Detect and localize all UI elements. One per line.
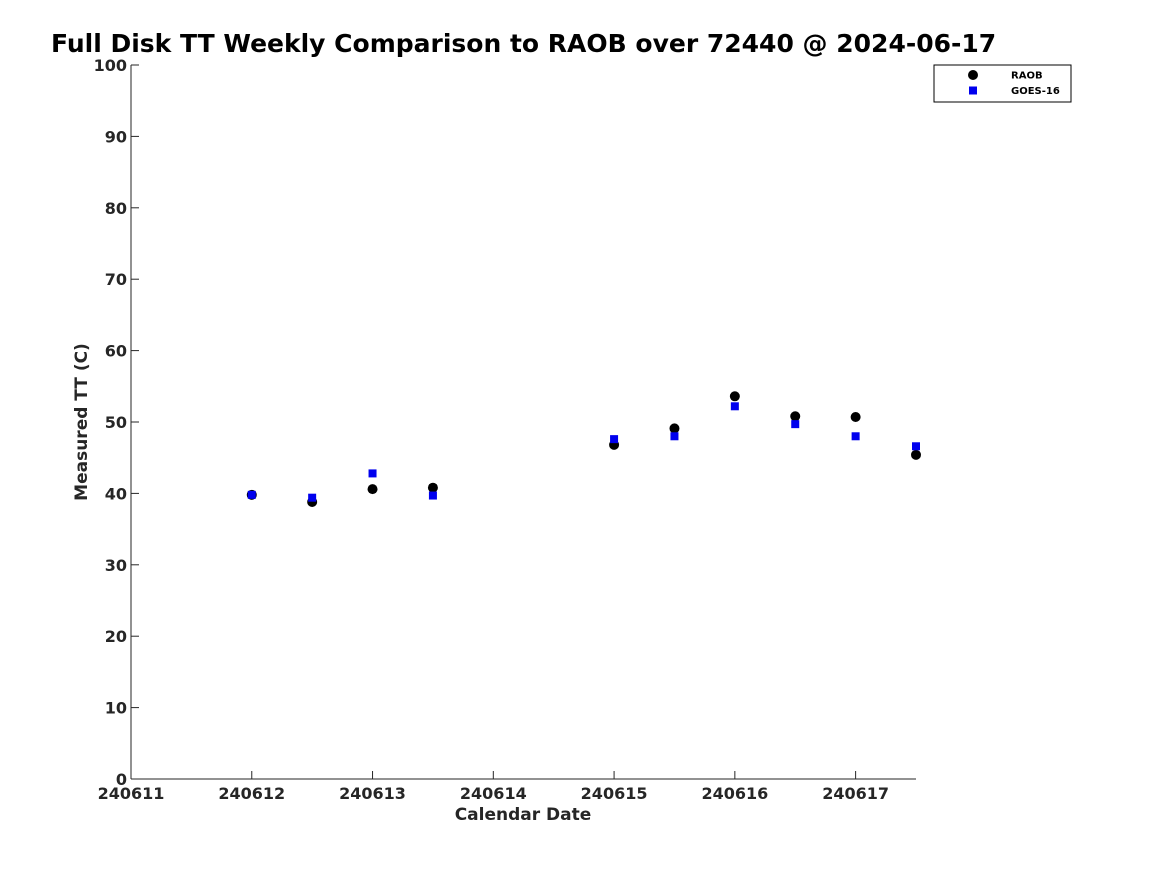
- raob-point: [367, 484, 378, 495]
- y-tick-label: 100: [94, 56, 127, 75]
- goes-16-point: [308, 493, 317, 502]
- chart-title: Full Disk TT Weekly Comparison to RAOB o…: [51, 29, 996, 58]
- goes-16-point: [670, 432, 679, 441]
- y-tick-label: 60: [105, 342, 127, 361]
- y-tick-label: 0: [116, 770, 127, 789]
- y-tick-label: 80: [105, 199, 127, 218]
- goes-16-point: [247, 490, 256, 499]
- series-marks: [246, 391, 921, 507]
- raob-point: [911, 449, 921, 460]
- y-tick-label: 20: [105, 627, 127, 646]
- x-tick-label: 240614: [460, 784, 527, 803]
- y-tick-label: 70: [105, 270, 127, 289]
- legend-entries: RAOB GOES-16: [968, 70, 1060, 97]
- goes-16-point: [730, 402, 739, 411]
- legend-goes-16-label: GOES-16: [1011, 86, 1060, 97]
- goes-16-point: [428, 491, 437, 500]
- goes-16-point: [912, 442, 920, 451]
- x-tick-label: 240612: [218, 784, 285, 803]
- y-tick-label: 30: [105, 556, 127, 575]
- raob-point: [850, 412, 861, 423]
- x-tick-label: 240617: [822, 784, 889, 803]
- raob-point: [427, 482, 438, 493]
- x-tick-label: 240616: [701, 784, 768, 803]
- raob-point: [790, 411, 801, 422]
- goes-16-point: [791, 420, 800, 429]
- legend-goes-16-marker: [969, 86, 977, 95]
- legend-raob-label: RAOB: [1011, 71, 1043, 82]
- raob-point: [669, 423, 680, 434]
- y-axis-label: Measured TT (C): [72, 343, 92, 501]
- x-tick-label: 240615: [581, 784, 648, 803]
- y-tick-label: 90: [105, 127, 127, 146]
- x-tick-label: 240613: [339, 784, 406, 803]
- y-ticks: 0 10 20 30 40 50 60 70 80 90 100: [94, 56, 139, 789]
- legend-raob-marker: [968, 70, 978, 80]
- goes-16-point: [610, 435, 619, 444]
- x-axis-label: Calendar Date: [455, 805, 592, 825]
- legend-box: [933, 64, 1072, 103]
- legend: RAOB GOES-16: [933, 64, 1072, 103]
- goes-16-point: [851, 432, 860, 441]
- x-ticks: 240611 240612 240613 240614 240615 240616 2406…: [98, 771, 889, 803]
- raob-point: [729, 391, 740, 402]
- y-tick-label: 10: [105, 699, 127, 718]
- y-tick-label: 40: [105, 484, 127, 503]
- goes-16-point: [368, 469, 377, 478]
- x-tick-label: 240611: [98, 784, 165, 803]
- y-tick-label: 50: [105, 413, 127, 432]
